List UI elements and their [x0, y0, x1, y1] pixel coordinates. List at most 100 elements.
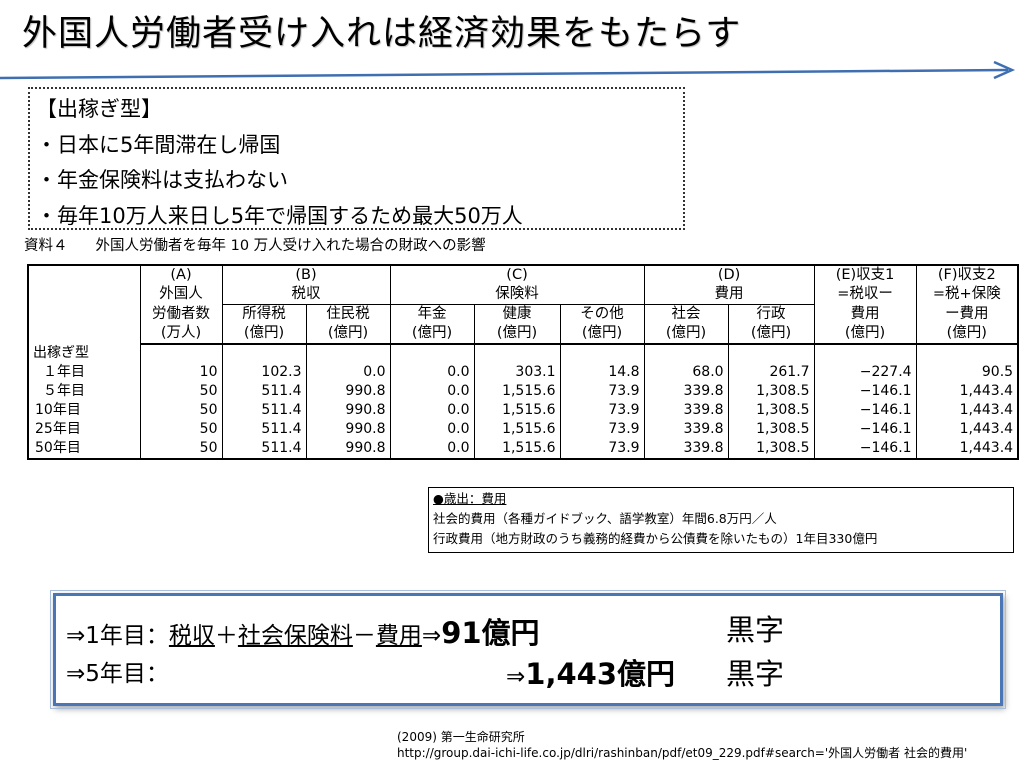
summary-row-year1: ⇒1年目：税収＋社会保険料－費用⇒91億円 [66, 610, 540, 652]
summary-arrow: ⇒ [506, 664, 526, 690]
cell: 1,515.6 [473, 382, 561, 401]
header-admin: 行政 [727, 304, 815, 324]
cell: 303.1 [473, 363, 561, 382]
header-blank [27, 264, 140, 344]
cell: 1,443.4 [915, 382, 1020, 401]
cell: −227.4 [813, 363, 917, 382]
cell: 990.8 [305, 420, 391, 439]
cell: 73.9 [559, 420, 645, 439]
header-e: (E)収支1 [813, 264, 917, 285]
header-other: その他 [559, 304, 645, 324]
cell: 50 [139, 420, 222, 439]
cell: 102.3 [221, 363, 306, 382]
header-c-group: 保険料 [389, 285, 645, 305]
info-box: 【出稼ぎ型】 ・日本に5年間滞在し帰国 ・年金保険料は支払わない ・毎年10万人… [28, 87, 685, 230]
header-unit: (億円) [643, 324, 729, 345]
cell: 339.8 [643, 382, 729, 401]
caption-text: 外国人労働者を毎年 10 万人受け入れた場合の財政への影響 [95, 238, 486, 254]
group-label: 出稼ぎ型 [27, 344, 140, 363]
cell: 73.9 [559, 401, 645, 420]
table-row: １年目 10 102.3 0.0 0.0 303.1 14.8 68.0 261… [27, 363, 1020, 382]
cell: −146.1 [813, 401, 917, 420]
header-f: (F)収支2 [915, 264, 1020, 285]
cell: 990.8 [305, 401, 391, 420]
header-resident-tax: 住民税 [305, 304, 391, 324]
cell: 0.0 [389, 401, 475, 420]
title-underline-arrow-icon [0, 60, 1016, 80]
header-c-top: (C) [389, 264, 645, 285]
row-label: ５年目 [27, 382, 140, 401]
cell: 1,308.5 [727, 382, 815, 401]
header-a: 外国人 [139, 285, 222, 305]
header-unit: (億円) [915, 324, 1020, 345]
summary-term-tax: 税収 [168, 623, 215, 649]
summary-row-year5: ⇒5年目： [66, 654, 169, 688]
cell: 511.4 [221, 401, 306, 420]
cell: 1,515.6 [473, 401, 561, 420]
cell: 511.4 [221, 382, 306, 401]
cell: −146.1 [813, 382, 917, 401]
cell: 73.9 [559, 382, 645, 401]
note-line: 社会的費用（各種ガイドブック、語学教室）年間6.8万円／人 [433, 511, 777, 526]
cell: −146.1 [813, 420, 917, 439]
header-d-group: 費用 [643, 285, 815, 305]
cell: 73.9 [559, 439, 645, 460]
header-a-unit: (万人) [139, 324, 222, 345]
cell: 339.8 [643, 401, 729, 420]
cell: 990.8 [305, 439, 391, 460]
cell: 50 [139, 439, 222, 460]
table-row: 10年目 50 511.4 990.8 0.0 1,515.6 73.9 339… [27, 401, 1020, 420]
cell: 1,308.5 [727, 401, 815, 420]
info-heading: 【出稼ぎ型】 [36, 97, 162, 121]
cell: 339.8 [643, 439, 729, 460]
summary-amount: 1,443億円 [525, 657, 676, 691]
cell: 1,443.4 [915, 439, 1020, 460]
note-heading: ●歳出：費用 [433, 491, 507, 506]
slide-title: 外国人労働者受け入れは経済効果をもたらす [22, 14, 742, 54]
header-unit: (億円) [389, 324, 475, 345]
header-unit: (億円) [559, 324, 645, 345]
summary-verdict: 黒字 [726, 613, 785, 647]
table-row: 25年目 50 511.4 990.8 0.0 1,515.6 73.9 339… [27, 420, 1020, 439]
header-unit: (億円) [305, 324, 391, 345]
summary-prefix: ⇒1年目： [66, 623, 169, 649]
note-line: 行政費用（地方財政のうち義務的経費から公債費を除いたもの）1年目330億円 [433, 531, 878, 546]
source-url: http://group.dai-ichi-life.co.jp/dlri/ra… [397, 746, 968, 760]
row-label: 25年目 [27, 420, 140, 439]
expense-note-box: ●歳出：費用 社会的費用（各種ガイドブック、語学教室）年間6.8万円／人 行政費… [428, 487, 1014, 553]
cell: 1,515.6 [473, 439, 561, 460]
header-pension: 年金 [389, 304, 475, 324]
fiscal-impact-table: (A) (B) (C) (D) (E)収支1 (F)収支2 外国人 税収 保険料… [27, 264, 1020, 460]
summary-prefix: ⇒5年目： [66, 661, 169, 687]
table-row: 50年目 50 511.4 990.8 0.0 1,515.6 73.9 339… [27, 439, 1020, 460]
header-unit: (億円) [221, 324, 306, 345]
cell: 0.0 [305, 363, 391, 382]
header-f: ー費用 [915, 304, 1020, 324]
header-a: (A) [139, 264, 222, 285]
header-b-top: (B) [221, 264, 391, 285]
header-d-top: (D) [643, 264, 815, 285]
summary-amount: 91億円 [441, 616, 540, 650]
cell: 0.0 [389, 363, 475, 382]
cell: 511.4 [221, 439, 306, 460]
row-label: １年目 [27, 363, 140, 382]
summary-term-cost: 費用 [375, 623, 422, 649]
summary-box: ⇒1年目：税収＋社会保険料－費用⇒91億円 黒字 ⇒5年目： ⇒1,443億円 … [50, 590, 1006, 709]
header-unit: (億円) [727, 324, 815, 345]
cell: 990.8 [305, 382, 391, 401]
summary-row-year5-result: ⇒1,443億円 [506, 651, 675, 693]
source-line: (2009) 第一生命研究所 [397, 730, 525, 744]
header-unit: (億円) [473, 324, 561, 345]
row-label: 10年目 [27, 401, 140, 420]
info-line: ・年金保険料は支払わない [36, 168, 288, 192]
cell: 50 [139, 382, 222, 401]
summary-op: ＋ [214, 623, 238, 649]
cell: −146.1 [813, 439, 917, 460]
source-citation: (2009) 第一生命研究所 http://group.dai-ichi-lif… [397, 729, 967, 761]
header-e: 費用 [813, 304, 917, 324]
header-social: 社会 [643, 304, 729, 324]
cell: 1,443.4 [915, 401, 1020, 420]
cell: 1,515.6 [473, 420, 561, 439]
info-line: ・日本に5年間滞在し帰国 [36, 132, 281, 157]
header-e: =税収ー [813, 285, 917, 305]
